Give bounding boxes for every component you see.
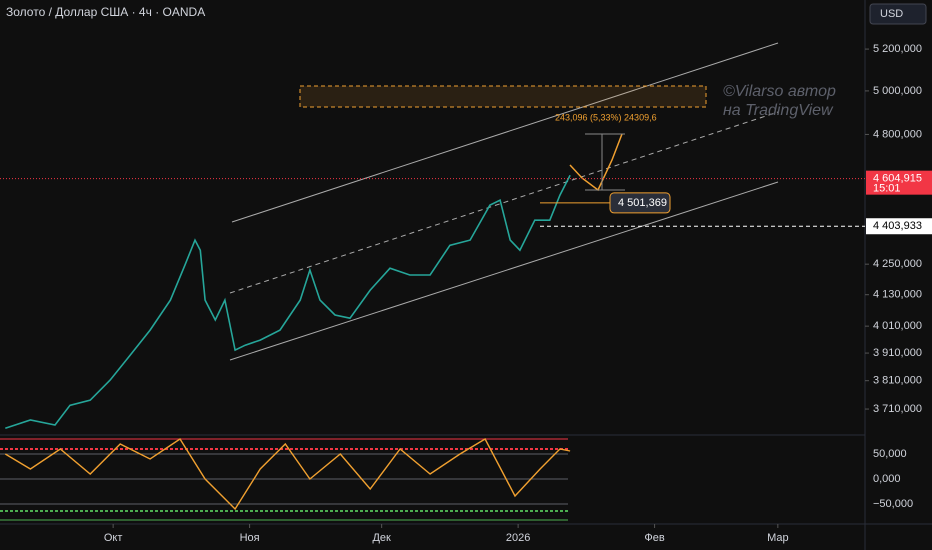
channel-lower bbox=[229, 181, 779, 361]
y-tick-label: 4 800,000 bbox=[873, 128, 922, 140]
channel-middle bbox=[229, 111, 779, 294]
channel-upper bbox=[231, 42, 779, 223]
level-box bbox=[866, 218, 932, 235]
y-tick-label: 4 250,000 bbox=[873, 258, 922, 270]
level-label: 4 403,933 bbox=[873, 220, 922, 232]
callout-label: 4 501,369 bbox=[618, 197, 667, 209]
x-tick-label: Дек bbox=[372, 532, 391, 544]
x-tick-label: Окт bbox=[104, 532, 123, 544]
price-time: 15:01 bbox=[873, 183, 901, 195]
level-callout bbox=[609, 192, 671, 214]
y-tick-label: 3 810,000 bbox=[873, 375, 922, 387]
y-tick-label: 5 000,000 bbox=[873, 85, 922, 97]
oscillator-line bbox=[4, 438, 571, 511]
y-tick-label: 3 910,000 bbox=[873, 347, 922, 359]
y-tick-label: 4 010,000 bbox=[873, 320, 922, 332]
watermark: ©Vilarso автор bbox=[723, 83, 836, 100]
watermark: на TradingView bbox=[723, 102, 834, 119]
price-label: 4 604,915 bbox=[873, 173, 922, 185]
x-tick-label: Ноя bbox=[240, 532, 260, 544]
target-zone bbox=[299, 85, 707, 108]
osc-tick-label: 50,000 bbox=[873, 448, 907, 460]
price-line bbox=[5, 174, 571, 429]
currency-button[interactable] bbox=[869, 3, 927, 25]
measure-annotation: 243,096 (5,33%) 24309,6 bbox=[555, 112, 657, 122]
chart-title: Золото / Доллар США · 4ч · OANDA bbox=[6, 5, 205, 19]
x-tick-label: Фев bbox=[644, 532, 664, 544]
y-tick-label: 3 710,000 bbox=[873, 403, 922, 415]
currency[interactable]: USD bbox=[880, 8, 903, 20]
osc-tick-label: 0,000 bbox=[873, 473, 901, 485]
y-tick-label: 5 200,000 bbox=[873, 43, 922, 55]
x-tick-label: 2026 bbox=[506, 532, 530, 544]
x-tick-label: Мар bbox=[767, 532, 789, 544]
osc-tick-label: −50,000 bbox=[873, 498, 913, 510]
price-box bbox=[866, 170, 932, 195]
y-tick-label: 4 130,000 bbox=[873, 289, 922, 301]
